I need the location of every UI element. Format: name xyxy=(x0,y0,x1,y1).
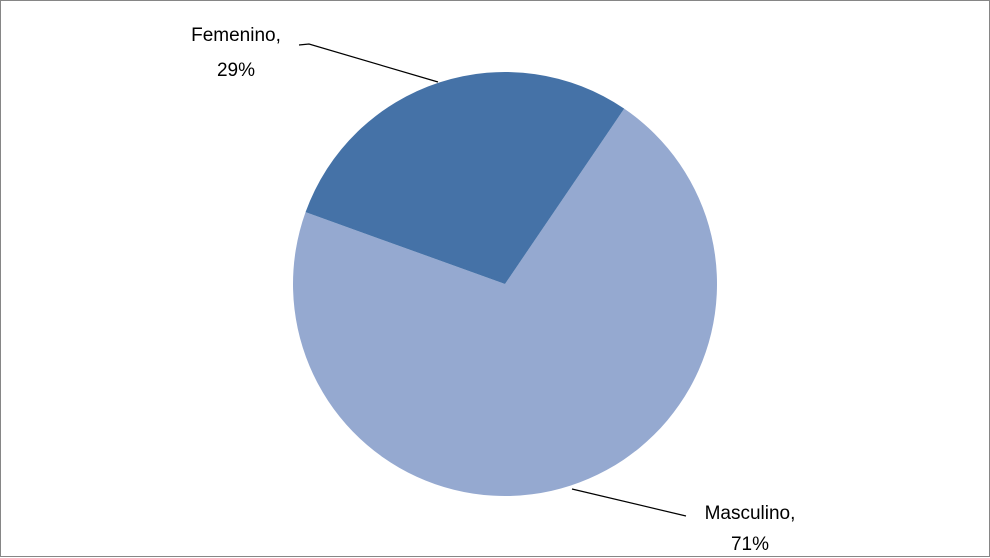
pie-slice-femenino xyxy=(305,71,625,285)
leader-line-masculino xyxy=(571,488,687,517)
femenino-label-name: Femenino, xyxy=(191,25,281,46)
pie-slice-masculino xyxy=(293,108,718,496)
femenino-label-value: 29% xyxy=(217,60,255,81)
masculino-label-name: Masculino, xyxy=(705,503,796,524)
pie-slices xyxy=(293,71,718,496)
masculino-label-value: 71% xyxy=(731,534,769,555)
leader-lines xyxy=(298,43,687,517)
leader-line-femenino xyxy=(298,43,439,83)
